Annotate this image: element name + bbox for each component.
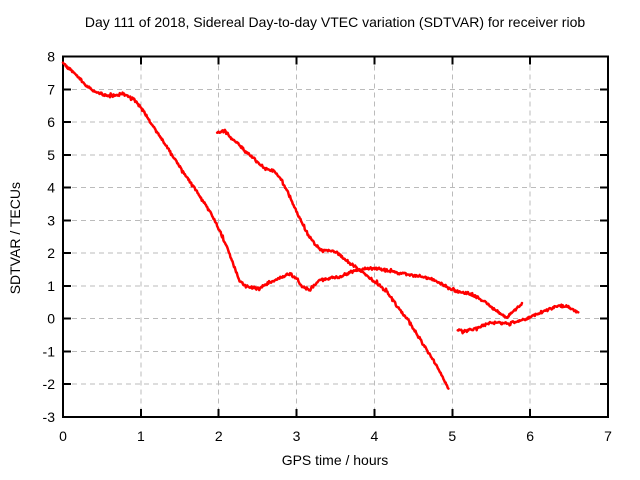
data-trace-2 <box>215 128 450 390</box>
chart-title: Day 111 of 2018, Sidereal Day-to-day VTE… <box>84 14 586 30</box>
y-tick-label: -1 <box>43 343 56 359</box>
x-tick-label: 3 <box>293 428 301 444</box>
y-tick-label: 7 <box>47 81 55 97</box>
data-trace-1 <box>61 61 524 320</box>
y-tick-label: 8 <box>47 49 55 65</box>
x-tick-label: 1 <box>137 428 145 444</box>
x-tick-label: 7 <box>604 428 612 444</box>
x-axis-label: GPS time / hours <box>281 452 389 468</box>
y-tick-label: 3 <box>47 212 55 228</box>
y-tick-label: 0 <box>47 311 55 327</box>
x-tick-label: 6 <box>526 428 534 444</box>
x-tick-label: 4 <box>371 428 379 444</box>
plot-border <box>62 55 609 418</box>
y-tick-label: 5 <box>47 147 55 163</box>
y-tick-label: 4 <box>47 180 55 196</box>
x-tick-label: 5 <box>448 428 456 444</box>
y-tick-label: 2 <box>47 245 55 261</box>
x-tick-label: 2 <box>215 428 223 444</box>
y-tick-label: -3 <box>43 409 56 425</box>
y-tick-label: 1 <box>47 278 55 294</box>
data-trace-3 <box>456 303 580 335</box>
y-tick-label: 6 <box>47 114 55 130</box>
x-tick-label: 0 <box>59 428 67 444</box>
y-tick-label: -2 <box>43 376 56 392</box>
